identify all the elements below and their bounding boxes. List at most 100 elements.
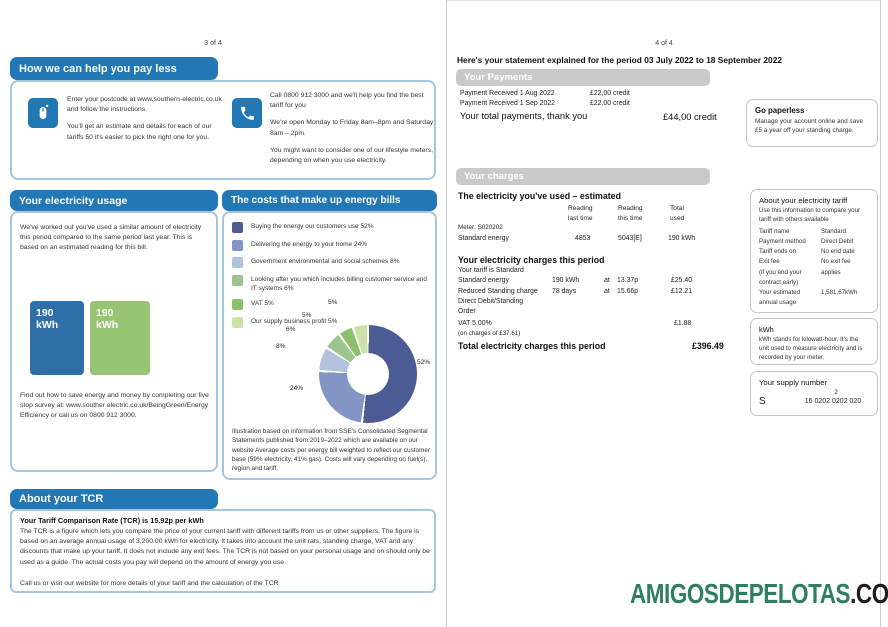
costs-section-box: Buying the energy our customers use 52% … [222, 211, 437, 480]
tariff-row-label: annual usage [759, 298, 797, 306]
legend-item: VAT 5% [232, 299, 430, 311]
charges-section-header: Your charges [456, 168, 710, 185]
go-paperless-box: Go paperless Manage your account online … [746, 99, 878, 147]
usage-row-total: 190 kWh [668, 235, 696, 242]
supply-number-line1: 2 [834, 389, 838, 396]
legend-label: VAT 5% [251, 300, 274, 308]
legend-item: Buying the energy our customers use 52% [232, 222, 430, 233]
costs-footnote: Illustration based on information from S… [232, 428, 431, 473]
charge-row-rate: 15.66p [617, 288, 639, 295]
kwh-box-body: kWh stands for kilowatt-hour. It's the u… [759, 336, 863, 361]
legend-label: Looking after you which includes billing… [251, 275, 427, 292]
legend-swatch [232, 299, 243, 311]
costs-section-header: The costs that make up energy bills [222, 190, 437, 211]
usage-row-label: Standard energy [458, 235, 509, 242]
tcr-footer-text: Call us or visit our website for more de… [20, 580, 279, 587]
pct-label-24: 24% [290, 385, 304, 392]
tariff-row-label: (if you end your [759, 268, 802, 276]
tariff-row-label: contract early) [759, 278, 799, 286]
charge-row-rate: 13.37p [617, 277, 639, 284]
charge-row-amount: £12.21 [671, 288, 693, 295]
col-header-reading-this: Reading this time [618, 205, 643, 222]
pct-label-52: 52% [417, 359, 431, 366]
tariff-row-label: Exit fee [759, 258, 780, 266]
usage-section-box: We've worked out you've used a similar a… [10, 211, 218, 472]
payments-total-value: £44,00 credit [663, 112, 717, 122]
help-section-header: How we can help you pay less [10, 57, 218, 80]
legend-item: Our supply business profit 5% [232, 316, 430, 328]
electricity-used-heading: The electricity you've used – estimated [458, 191, 621, 201]
charge-row-label: Standard energy [458, 277, 509, 284]
usage-footer-text: Find out how to save energy and money by… [20, 392, 209, 420]
help-section-box: Enter your postcode at www.southern-elec… [10, 80, 436, 180]
payments-total-label: Your total payments, thank you [460, 111, 588, 121]
statement-period-line: Here's your statement explained for the … [457, 55, 783, 65]
tariff-info-box: About your electricity tariff Use this i… [750, 189, 878, 313]
usage-row-reading-last: 4853 [575, 235, 591, 242]
usage-section-header: Your electricity usage [10, 190, 218, 211]
watermark-suffix: .COM [850, 578, 888, 609]
tariff-row-label: Tariff ends on [759, 248, 797, 256]
payment-row-value: £22,00 credit [590, 90, 630, 97]
charge-row-qty: 78 days [552, 288, 577, 295]
tariff-box-rows: Tariff name Standard Payment method Dire… [759, 227, 869, 307]
legend-item: Government environmental and social sche… [232, 257, 430, 268]
usage-block-this-period: 190 kWh [30, 301, 84, 375]
legend-label: Our supply business profit 5% [251, 317, 338, 325]
legend-item: Delivering the energy to your home 24% [232, 239, 430, 251]
meter-number: Meter: S020202 [458, 224, 503, 231]
watermark-main: AMIGOSDEPELOTAS [630, 578, 851, 609]
usage-block-last-year: 190 kWh [90, 301, 150, 375]
tcr-headline: Your Tariff Comparison Rate (TCR) is 15.… [20, 516, 204, 525]
charges-total-label: Total electricity charges this period [458, 341, 606, 351]
legend-swatch [232, 274, 243, 286]
direct-debit-line2: Order [458, 308, 476, 315]
tariff-row-value: applies [821, 268, 841, 276]
help-col1-para1: Enter your postcode at www.southern-elec… [67, 96, 222, 114]
page-number-left: 3 of 4 [204, 40, 222, 47]
charge-row-amount: £25.40 [671, 277, 693, 284]
costs-legend: Buying the energy our customers use 52% … [232, 222, 430, 328]
pct-label-6: 6% [286, 326, 296, 333]
tariff-box-title: About your electricity tariff [759, 196, 848, 205]
legend-swatch [232, 222, 243, 233]
tcr-section-header: About your TCR [10, 489, 218, 509]
tariff-row-value [821, 298, 869, 308]
charges-period-heading: Your electricity charges this period [458, 255, 605, 265]
tcr-section-box: Your Tariff Comparison Rate (TCR) is 15.… [10, 509, 436, 593]
charge-row-at: at [604, 277, 610, 284]
tariff-row-label: Your estimated [759, 288, 801, 296]
tariff-row-label: Payment method [759, 238, 806, 246]
help-col1-text: Enter your postcode at www.southern-elec… [67, 95, 225, 150]
tariff-row-value: 1,581.67kWh [821, 288, 858, 296]
page-top-edge [447, 0, 880, 1]
help-col2-text: Call 0800 912 3000 and we'll help you fi… [270, 91, 434, 173]
charge-row-label: Reduced Standing charge [458, 288, 538, 295]
charge-row-at: at [604, 288, 610, 295]
usage-intro-text: We've worked out you've used a similar a… [20, 224, 202, 252]
pct-label-5a: 5% [302, 312, 312, 319]
pct-label-5b: 5% [328, 299, 338, 306]
page-divider [446, 0, 447, 627]
page-right-edge [880, 0, 881, 627]
tcr-body-text: The TCR is a figure which lets you compa… [20, 528, 430, 566]
watermark: AMIGOSDEPELOTAS.COM [630, 578, 888, 610]
mouse-icon [28, 98, 58, 128]
supply-number-box: Your supply number S 2 16 0202 0202 020 [750, 371, 878, 416]
legend-swatch [232, 316, 243, 328]
donut-chart [319, 325, 417, 423]
direct-debit-line1: Direct Debit/Standing [458, 298, 524, 305]
payments-section-header: Your Payments [456, 69, 710, 86]
charges-total-amount: £396.49 [692, 341, 724, 351]
supply-s-label: S [759, 396, 766, 407]
vat-note: (on charges of £37.61) [458, 330, 521, 337]
tariff-row-value: No exit fee [821, 258, 851, 266]
vat-amount: £1.88 [674, 320, 692, 327]
help-col2-para1: Call 0800 912 3000 and we'll help you fi… [270, 92, 424, 110]
tariff-row-value: Standard [821, 228, 847, 236]
legend-label: Delivering the energy to your home 24% [251, 240, 367, 248]
charge-row-qty: 190 kWh [552, 277, 580, 284]
legend-swatch [232, 257, 243, 268]
tariff-box-subtitle: Use this information to compare your tar… [759, 207, 861, 223]
